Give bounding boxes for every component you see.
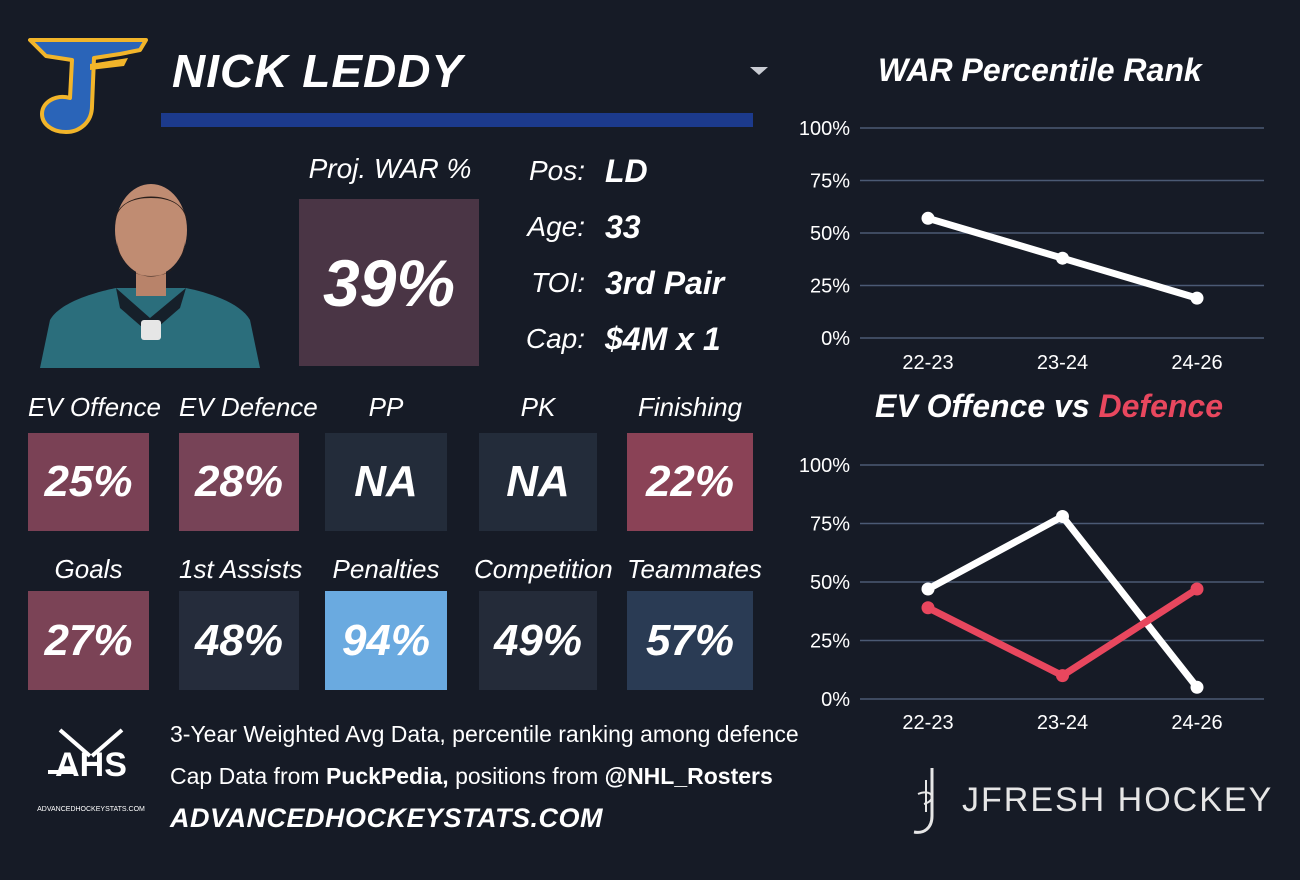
ahs-logo-text: AHS bbox=[55, 746, 127, 784]
ahs-logo-subtext: ADVANCEDHOCKEYSTATS.COM bbox=[37, 806, 145, 813]
proj-war-tile: 39% bbox=[299, 199, 479, 366]
chevron-down-icon[interactable] bbox=[750, 67, 768, 75]
toi-value: 3rd Pair bbox=[605, 265, 725, 301]
jfresh-logo-icon bbox=[913, 768, 934, 834]
data-point bbox=[921, 211, 935, 225]
penalties-label: Penalties bbox=[332, 554, 440, 584]
goals-value: 27% bbox=[44, 615, 133, 665]
war-percentile-chart: 0% 25% 50% 75% 100% 22-23 23-24 24-26 bbox=[799, 118, 1264, 374]
teammates-label: Teammates bbox=[627, 554, 762, 584]
team-logo bbox=[28, 38, 148, 134]
goals-label: Goals bbox=[54, 554, 123, 584]
goals-tile: 27% bbox=[28, 591, 149, 690]
ahs-logo: AHS ADVANCEDHOCKEYSTATS.COM bbox=[36, 726, 146, 820]
pp-value: NA bbox=[354, 457, 418, 506]
x-tick-label: 23-24 bbox=[1037, 712, 1088, 734]
ev-offence-defence-chart: 0% 25% 50% 75% 100% 22-23 23-24 24-26 bbox=[799, 455, 1264, 734]
competition-value: 49% bbox=[493, 615, 583, 665]
puckpedia-link[interactable]: PuckPedia, bbox=[325, 763, 449, 789]
proj-war-label: Proj. WAR % bbox=[308, 153, 472, 184]
pk-label: PK bbox=[520, 392, 556, 422]
chart-title-ev: EV Offence vs Defence bbox=[875, 388, 1223, 425]
player-headshot bbox=[40, 184, 260, 368]
brand-name: JFRESH HOCKEY bbox=[962, 781, 1274, 819]
y-tick-label: 0% bbox=[821, 328, 850, 350]
toi-label: TOI: bbox=[531, 267, 585, 298]
teammates-tile: 57% bbox=[627, 591, 753, 690]
penalties-tile: 94% bbox=[325, 591, 447, 690]
chart-title-ev-highlight: Defence bbox=[1098, 388, 1224, 424]
first-assists-label: 1st Assists bbox=[179, 554, 303, 584]
pp-tile: NA bbox=[325, 433, 447, 531]
y-tick-label: 100% bbox=[799, 455, 850, 477]
data-point bbox=[921, 582, 935, 596]
pk-value: NA bbox=[506, 457, 570, 506]
name-underline-bar bbox=[161, 113, 753, 127]
x-tick-label: 24-26 bbox=[1171, 352, 1222, 374]
x-tick-label: 24-26 bbox=[1171, 712, 1222, 734]
data-point bbox=[1056, 509, 1069, 523]
data-point bbox=[1190, 582, 1204, 596]
nhl-rosters-link[interactable]: @NHL_Rosters bbox=[604, 763, 773, 789]
ev-defence-label: EV Defence bbox=[179, 392, 318, 422]
ev-offence-value: 25% bbox=[44, 457, 133, 506]
cap-label: Cap: bbox=[525, 323, 585, 354]
y-tick-label: 25% bbox=[810, 276, 850, 298]
y-tick-label: 50% bbox=[810, 572, 850, 594]
footer-note-data: 3-Year Weighted Avg Data, percentile ran… bbox=[170, 721, 799, 747]
first-assists-value: 48% bbox=[194, 615, 284, 665]
teammates-value: 57% bbox=[645, 615, 735, 665]
competition-tile: 49% bbox=[479, 591, 597, 690]
data-point bbox=[1056, 251, 1069, 265]
data-point bbox=[1190, 680, 1204, 694]
age-label: Age: bbox=[527, 211, 585, 242]
chart-title-war: WAR Percentile Rank bbox=[878, 52, 1202, 88]
first-assists-tile: 48% bbox=[179, 591, 299, 690]
finishing-value: 22% bbox=[645, 457, 735, 506]
y-tick-label: 100% bbox=[799, 118, 850, 140]
ev-offence-tile: 25% bbox=[28, 433, 149, 531]
y-tick-label: 75% bbox=[810, 514, 850, 536]
site-url[interactable]: ADVANCEDHOCKEYSTATS.COM bbox=[170, 803, 604, 833]
ev-defence-value: 28% bbox=[194, 457, 284, 506]
data-point bbox=[1190, 291, 1204, 305]
penalties-value: 94% bbox=[341, 615, 431, 665]
data-point bbox=[921, 601, 935, 615]
y-tick-label: 75% bbox=[810, 171, 850, 193]
y-tick-label: 50% bbox=[810, 223, 850, 245]
footer-note-sources: Cap Data from PuckPedia, positions from … bbox=[170, 763, 773, 790]
sources-middle: positions from bbox=[448, 763, 605, 789]
x-tick-label: 22-23 bbox=[902, 712, 953, 734]
sources-prefix: Cap Data from bbox=[170, 763, 326, 789]
competition-label: Competition bbox=[474, 554, 613, 584]
finishing-label: Finishing bbox=[637, 392, 743, 422]
ev-defence-tile: 28% bbox=[179, 433, 299, 531]
player-name: NICK LEDDY bbox=[172, 45, 464, 97]
data-point bbox=[1056, 669, 1069, 683]
y-tick-label: 25% bbox=[810, 631, 850, 653]
series-line-0 bbox=[924, 512, 1201, 691]
x-tick-label: 23-24 bbox=[1037, 352, 1088, 374]
crossed-sticks-icon bbox=[48, 728, 124, 774]
y-tick-label: 0% bbox=[821, 689, 850, 711]
age-value: 33 bbox=[605, 209, 641, 245]
pos-value: LD bbox=[605, 153, 648, 189]
pp-label: PP bbox=[368, 392, 404, 422]
pos-label: Pos: bbox=[528, 155, 585, 186]
pk-tile: NA bbox=[479, 433, 597, 531]
proj-war-value: 39% bbox=[322, 245, 456, 320]
x-tick-label: 22-23 bbox=[902, 352, 953, 374]
cap-value: $4M x 1 bbox=[605, 321, 721, 357]
finishing-tile: 22% bbox=[627, 433, 753, 531]
chart-title-ev-prefix: EV Offence vs bbox=[875, 388, 1099, 424]
ev-offence-label: EV Offence bbox=[28, 392, 161, 422]
